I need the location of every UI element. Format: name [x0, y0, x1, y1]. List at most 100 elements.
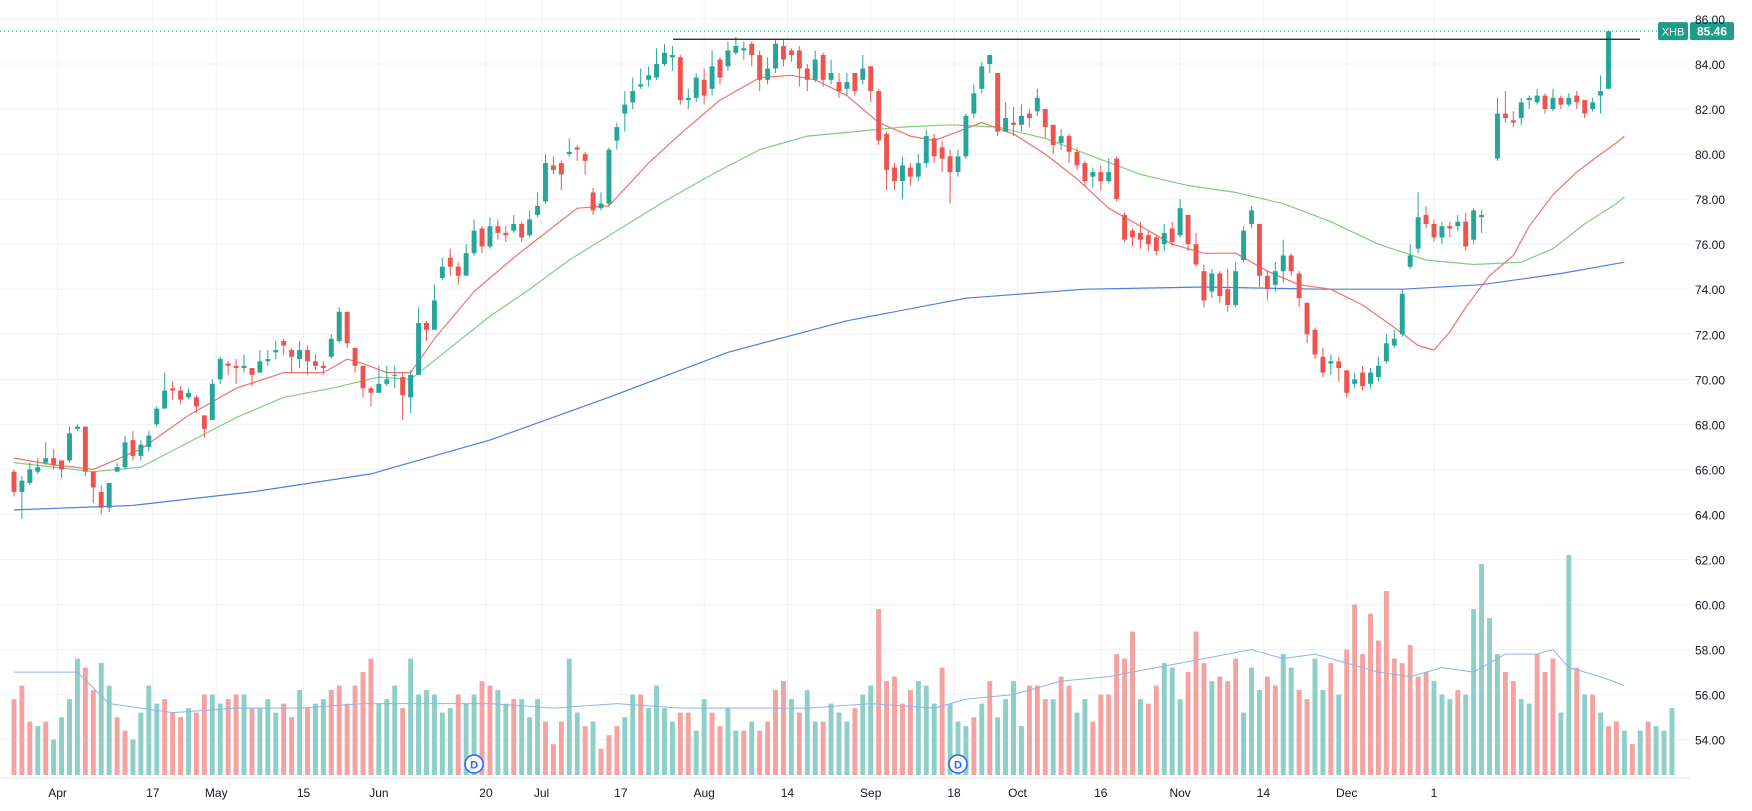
volume-bar — [178, 717, 184, 775]
candle-body — [1296, 273, 1302, 299]
candle-body — [1494, 113, 1500, 159]
time-tick-label: 17 — [146, 786, 160, 800]
volume-bar — [416, 694, 422, 775]
volume-bar — [495, 690, 501, 775]
volume-bar — [336, 685, 342, 775]
candle-body — [1383, 343, 1389, 362]
candle-body — [408, 374, 414, 398]
volume-bar — [201, 694, 207, 775]
candle-body — [1066, 136, 1072, 152]
candle-body — [590, 192, 596, 211]
volume-bar — [971, 717, 977, 775]
last-price-badge — [1690, 22, 1734, 41]
volume-bar — [1130, 631, 1135, 775]
candle-body — [1590, 102, 1596, 110]
candle-body — [876, 91, 882, 141]
candle-body — [1217, 273, 1223, 296]
candle-body — [685, 97, 691, 101]
volume-bar — [931, 703, 937, 775]
volume-bar — [757, 730, 763, 775]
candle-body — [844, 82, 850, 89]
volume-bar — [606, 735, 612, 775]
volume-bar — [1439, 694, 1445, 775]
time-tick-label: 14 — [781, 786, 795, 800]
time-tick-label: 17 — [614, 786, 628, 800]
candle-body — [273, 350, 279, 353]
candle-body — [1169, 228, 1175, 242]
candle-body — [1241, 230, 1247, 260]
price-tick-label: 72.00 — [1695, 328, 1725, 342]
volume-bar — [1217, 676, 1223, 775]
candle-body — [558, 163, 564, 175]
candle-body — [836, 82, 842, 92]
volume-bar — [915, 681, 921, 775]
candle-body — [1566, 97, 1572, 105]
volume-bar — [424, 690, 429, 775]
candle-body — [130, 440, 136, 456]
candle-body — [146, 435, 152, 447]
volume-bar — [1431, 681, 1437, 775]
price-tick-label: 66.00 — [1695, 463, 1725, 477]
candle-body — [1074, 151, 1080, 166]
volume-bar — [217, 703, 223, 775]
candle-body — [788, 50, 794, 56]
candle-body — [1368, 372, 1373, 384]
volume-bar — [701, 699, 707, 775]
volume-bar — [249, 708, 255, 775]
volume-bar — [1066, 685, 1072, 775]
volume-bar — [1423, 672, 1429, 775]
volume-bar — [987, 681, 993, 775]
candlesticks — [11, 30, 1611, 519]
candle-body — [51, 458, 57, 465]
price-tick-label: 54.00 — [1695, 734, 1725, 748]
volume-bar — [781, 681, 786, 775]
volume-bar — [590, 721, 596, 775]
candle-body — [860, 68, 866, 80]
candle-body — [82, 426, 88, 472]
candle-body — [1034, 97, 1040, 112]
time-tick-label: Oct — [1008, 786, 1027, 800]
candle-body — [320, 365, 326, 369]
volume-bar — [1288, 667, 1294, 775]
volume-bar — [1487, 618, 1492, 775]
volume-bar — [360, 672, 366, 775]
volume-bar — [1042, 699, 1048, 775]
price-tick-label: 58.00 — [1695, 644, 1725, 658]
volume-bar — [1582, 694, 1588, 775]
candle-body — [1272, 271, 1278, 285]
volume-bar — [297, 690, 303, 775]
candle-body — [74, 426, 80, 429]
candle-body — [765, 68, 771, 80]
candle-body — [225, 363, 231, 366]
candle-body — [1328, 361, 1334, 364]
volume-bar — [1209, 681, 1215, 775]
candle-body — [1423, 214, 1429, 224]
candle-body — [59, 460, 65, 470]
volume-bar — [1003, 699, 1009, 775]
volume-bar — [1471, 609, 1477, 775]
candle-body — [1399, 293, 1405, 335]
volume-bar — [487, 685, 493, 775]
candle-body — [947, 156, 953, 173]
volume-bar — [804, 690, 810, 775]
volume-bar — [1225, 681, 1231, 775]
price-tick-label: 62.00 — [1695, 553, 1725, 567]
candle-body — [1082, 163, 1088, 182]
candle-body — [1209, 273, 1215, 292]
volume-bar — [1169, 667, 1175, 775]
candle-body — [1352, 379, 1358, 384]
candle-body — [360, 365, 366, 389]
volume-bar — [788, 699, 794, 775]
volume-bar — [717, 726, 723, 775]
volume-bar — [1645, 721, 1651, 775]
candle-body — [971, 93, 977, 114]
volume-bar — [741, 730, 747, 775]
volume-bar — [1415, 676, 1421, 775]
candle-body — [170, 388, 176, 391]
candle-body — [1479, 214, 1485, 218]
candle-body — [312, 361, 318, 366]
volume-bar — [923, 685, 929, 775]
candle-body — [257, 361, 263, 373]
